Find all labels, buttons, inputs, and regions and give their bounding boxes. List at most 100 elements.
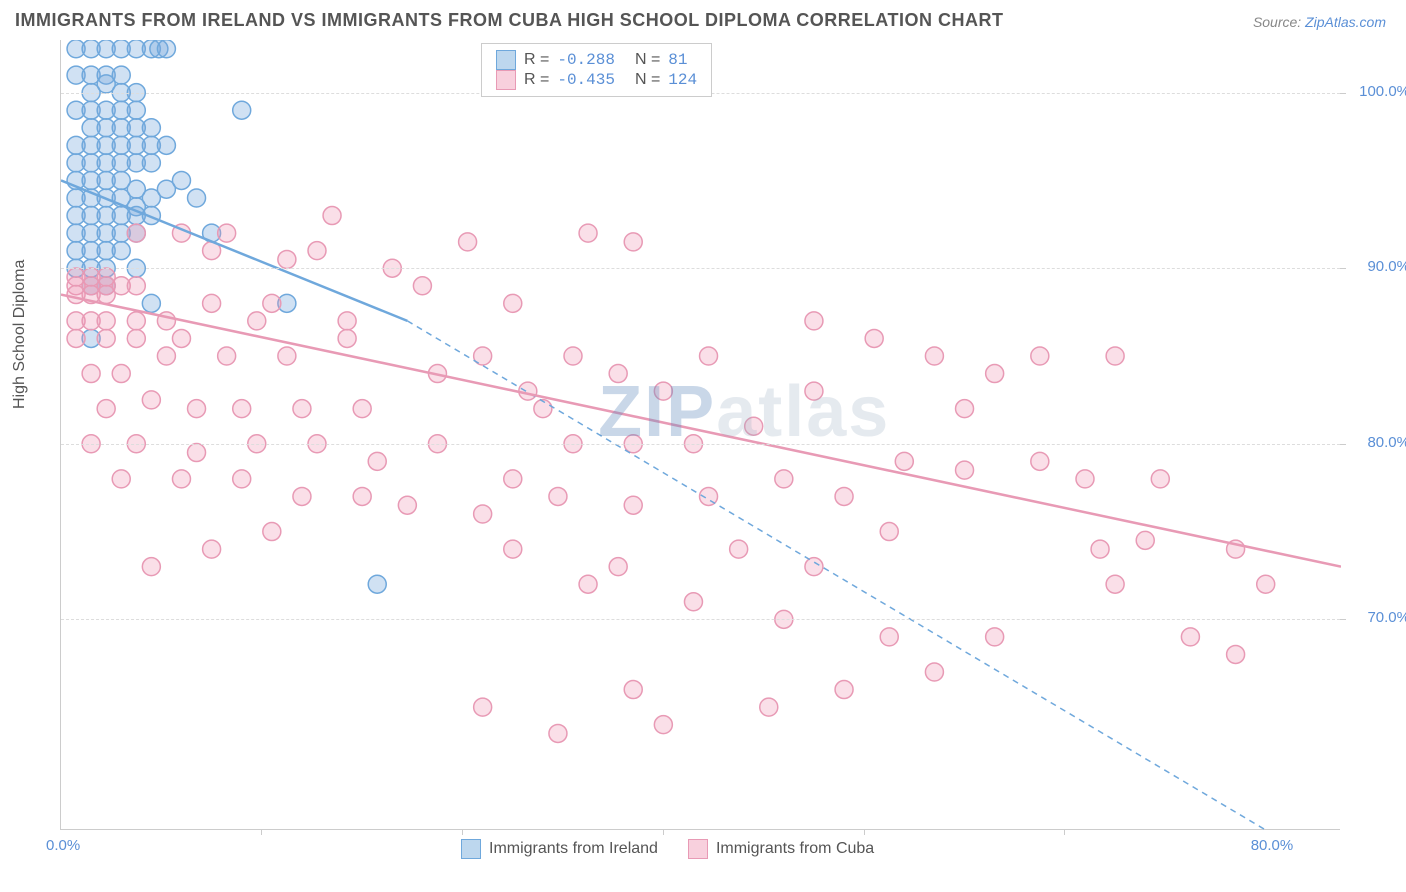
tick-mark [1340,268,1346,269]
data-point [1257,575,1275,593]
legend-swatch [461,839,481,859]
data-point [172,171,190,189]
data-point [1091,540,1109,558]
data-point [97,312,115,330]
data-point [654,716,672,734]
tick-mark [864,829,865,835]
data-point [880,628,898,646]
data-point [338,329,356,347]
legend-n-value: 124 [668,71,697,89]
data-point [82,365,100,383]
data-point [730,540,748,558]
chart-area: ZIPatlas R = -0.288 N = 81 R = -0.435 N … [60,40,1340,830]
regression-line [61,295,1341,567]
data-point [775,470,793,488]
correlation-legend: R = -0.288 N = 81 R = -0.435 N = 124 [481,43,712,97]
series-legend: Immigrants from Ireland Immigrants from C… [461,839,874,859]
source-attribution: Source: ZipAtlas.com [1253,14,1386,30]
data-point [353,400,371,418]
data-point [142,391,160,409]
data-point [609,558,627,576]
source-label: Source: [1253,14,1305,30]
data-point [986,628,1004,646]
legend-n-value: 81 [668,51,687,69]
y-tick-label: 90.0% [1350,258,1406,275]
data-point [1181,628,1199,646]
data-point [278,250,296,268]
y-tick-label: 100.0% [1350,83,1406,100]
tick-mark [1340,619,1346,620]
legend-row: R = -0.435 N = 124 [496,70,697,90]
data-point [654,382,672,400]
gridline-h [61,444,1340,445]
tick-mark [1064,829,1065,835]
data-point [172,329,190,347]
data-point [188,400,206,418]
data-point [323,207,341,225]
legend-item: Immigrants from Cuba [688,839,874,859]
data-point [805,382,823,400]
data-point [474,698,492,716]
legend-swatch [496,70,516,90]
data-point [368,575,386,593]
data-point [519,382,537,400]
chart-title: IMMIGRANTS FROM IRELAND VS IMMIGRANTS FR… [15,10,1003,31]
data-point [1076,470,1094,488]
plot-svg [61,40,1341,830]
data-point [278,347,296,365]
data-point [895,452,913,470]
data-point [112,242,130,260]
data-point [293,400,311,418]
data-point [218,347,236,365]
data-point [745,417,763,435]
y-tick-label: 70.0% [1350,609,1406,626]
legend-r-value: -0.435 [557,71,615,89]
data-point [218,224,236,242]
data-point [474,505,492,523]
data-point [956,400,974,418]
data-point [549,487,567,505]
data-point [248,312,266,330]
data-point [1227,645,1245,663]
data-point [97,286,115,304]
data-point [67,329,85,347]
data-point [233,101,251,119]
legend-item: Immigrants from Ireland [461,839,658,859]
data-point [142,558,160,576]
data-point [534,400,552,418]
gridline-h [61,268,1340,269]
data-point [127,329,145,347]
data-point [142,119,160,137]
data-point [97,400,115,418]
source-link[interactable]: ZipAtlas.com [1305,14,1386,30]
data-point [308,242,326,260]
legend-swatch [496,50,516,70]
data-point [157,136,175,154]
data-point [459,233,477,251]
data-point [127,224,145,242]
x-tick-label: 80.0% [1251,837,1294,854]
data-point [1106,575,1124,593]
data-point [504,540,522,558]
data-point [112,365,130,383]
data-point [835,681,853,699]
data-point [157,40,175,58]
data-point [188,189,206,207]
data-point [504,470,522,488]
data-point [925,347,943,365]
data-point [413,277,431,295]
plot-area: ZIPatlas R = -0.288 N = 81 R = -0.435 N … [60,40,1340,830]
data-point [172,470,190,488]
y-axis-label: High School Diploma [11,260,29,409]
legend-r-value: -0.288 [557,51,615,69]
data-point [112,470,130,488]
tick-mark [663,829,664,835]
data-point [338,312,356,330]
data-point [127,277,145,295]
y-tick-label: 80.0% [1350,434,1406,451]
x-tick-label: 0.0% [46,837,80,854]
data-point [233,470,251,488]
data-point [127,101,145,119]
legend-n-label: N = [635,51,660,69]
data-point [700,347,718,365]
